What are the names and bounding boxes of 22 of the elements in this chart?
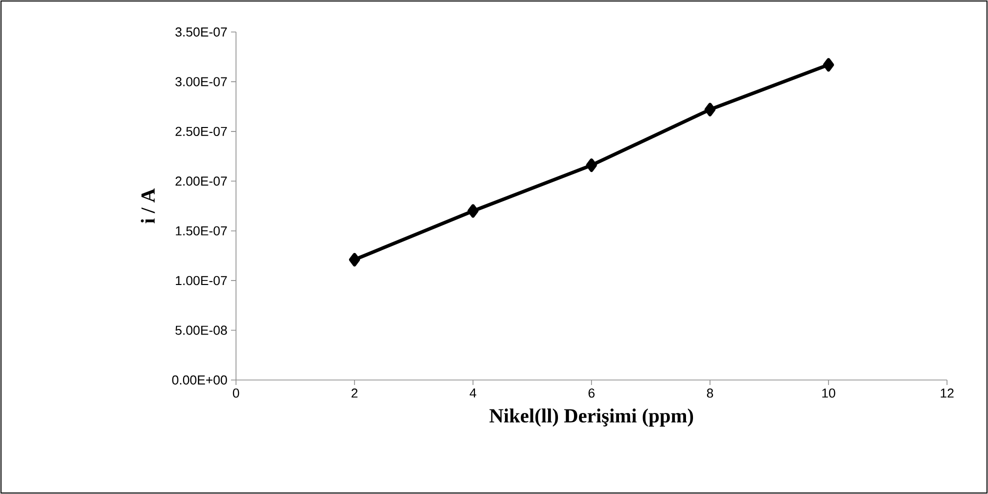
x-tick-label: 10 [822, 388, 836, 398]
point [823, 58, 834, 72]
y-tick-label: 5.00E-08 [175, 326, 227, 335]
y-tick-label: 3.00E-07 [175, 77, 227, 86]
x-tick-label: 6 [588, 388, 595, 398]
y-axis-title: i / A [140, 188, 155, 224]
x-axis-title: Nikel(ll) Derişimi (ppm) [490, 408, 694, 427]
point [704, 102, 716, 116]
x-tick-label: 4 [470, 388, 476, 398]
y-tick-label: 1.50E-07 [176, 226, 227, 236]
y-tick-label: 3.50E-07 [175, 27, 227, 37]
x-tick-label: 0 [232, 388, 240, 398]
y-tick-label: 0.00E+00 [172, 375, 227, 385]
y-tick-label: 1.00E-07 [176, 276, 227, 286]
y-tick-label: 2.50E-07 [176, 126, 227, 136]
y-tick-label: 2.00E-07 [176, 176, 227, 186]
point [349, 252, 360, 266]
x-tick-label: 8 [706, 388, 714, 398]
point [468, 204, 479, 218]
point [586, 158, 598, 172]
x-tick-label: 2 [352, 388, 358, 398]
x-tick-label: 12 [940, 388, 954, 398]
